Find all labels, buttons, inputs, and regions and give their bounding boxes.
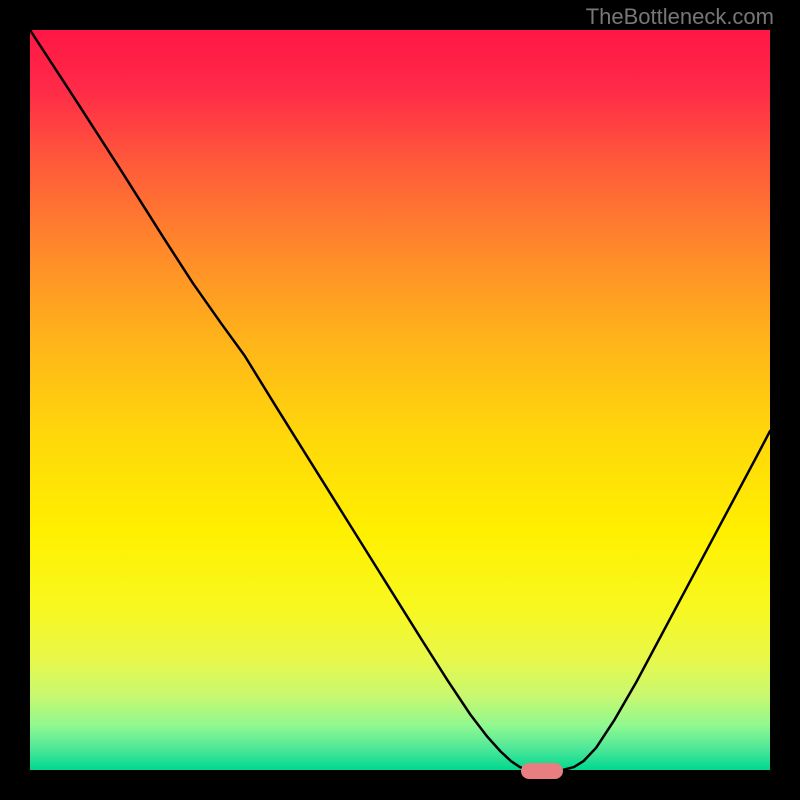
chart-frame: TheBottleneck.com [0, 0, 800, 800]
bottleneck-marker [521, 763, 563, 779]
bottleneck-curve [30, 30, 770, 770]
watermark-text: TheBottleneck.com [586, 4, 774, 30]
plot-area [30, 30, 770, 770]
